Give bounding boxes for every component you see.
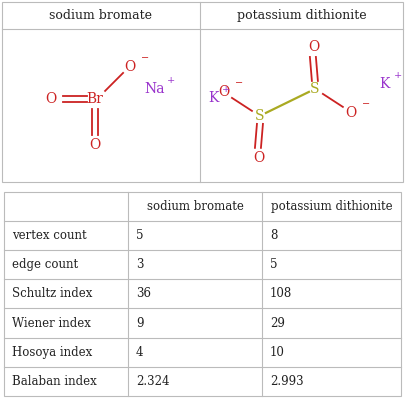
Text: sodium bromate: sodium bromate [147, 200, 243, 213]
Text: vertex count: vertex count [12, 229, 87, 242]
Text: 5: 5 [136, 229, 143, 242]
Text: 10: 10 [270, 346, 285, 359]
Text: potassium dithionite: potassium dithionite [237, 9, 367, 23]
Text: O: O [345, 106, 356, 120]
Text: Wiener index: Wiener index [12, 317, 91, 330]
Text: O: O [124, 60, 136, 74]
Text: edge count: edge count [12, 258, 78, 271]
Text: +: + [222, 85, 230, 95]
Text: O: O [45, 92, 57, 106]
Text: 8: 8 [270, 229, 277, 242]
Text: K: K [379, 77, 390, 91]
Text: 36: 36 [136, 287, 151, 301]
Text: K: K [208, 91, 218, 105]
Text: O: O [308, 40, 320, 54]
Text: Na: Na [145, 82, 165, 96]
Text: Hosoya index: Hosoya index [12, 346, 92, 359]
Text: 2.993: 2.993 [270, 375, 304, 388]
Text: 3: 3 [136, 258, 143, 271]
Text: 108: 108 [270, 287, 292, 301]
Text: sodium bromate: sodium bromate [49, 9, 151, 23]
Text: −: − [141, 55, 149, 63]
Text: Balaban index: Balaban index [12, 375, 97, 388]
Text: O: O [90, 138, 101, 152]
Text: +: + [394, 72, 402, 80]
Text: 9: 9 [136, 317, 143, 330]
Text: Br: Br [87, 92, 104, 106]
Text: O: O [218, 85, 230, 99]
Text: O: O [253, 151, 264, 165]
Text: 4: 4 [136, 346, 143, 359]
Text: Schultz index: Schultz index [12, 287, 92, 301]
Text: 5: 5 [270, 258, 277, 271]
Text: −: − [235, 80, 243, 88]
Text: S: S [255, 109, 265, 123]
Text: 29: 29 [270, 317, 285, 330]
Text: S: S [310, 82, 320, 96]
Text: +: + [167, 76, 175, 85]
Text: potassium dithionite: potassium dithionite [271, 200, 392, 213]
Text: −: − [362, 101, 370, 109]
Text: 2.324: 2.324 [136, 375, 170, 388]
